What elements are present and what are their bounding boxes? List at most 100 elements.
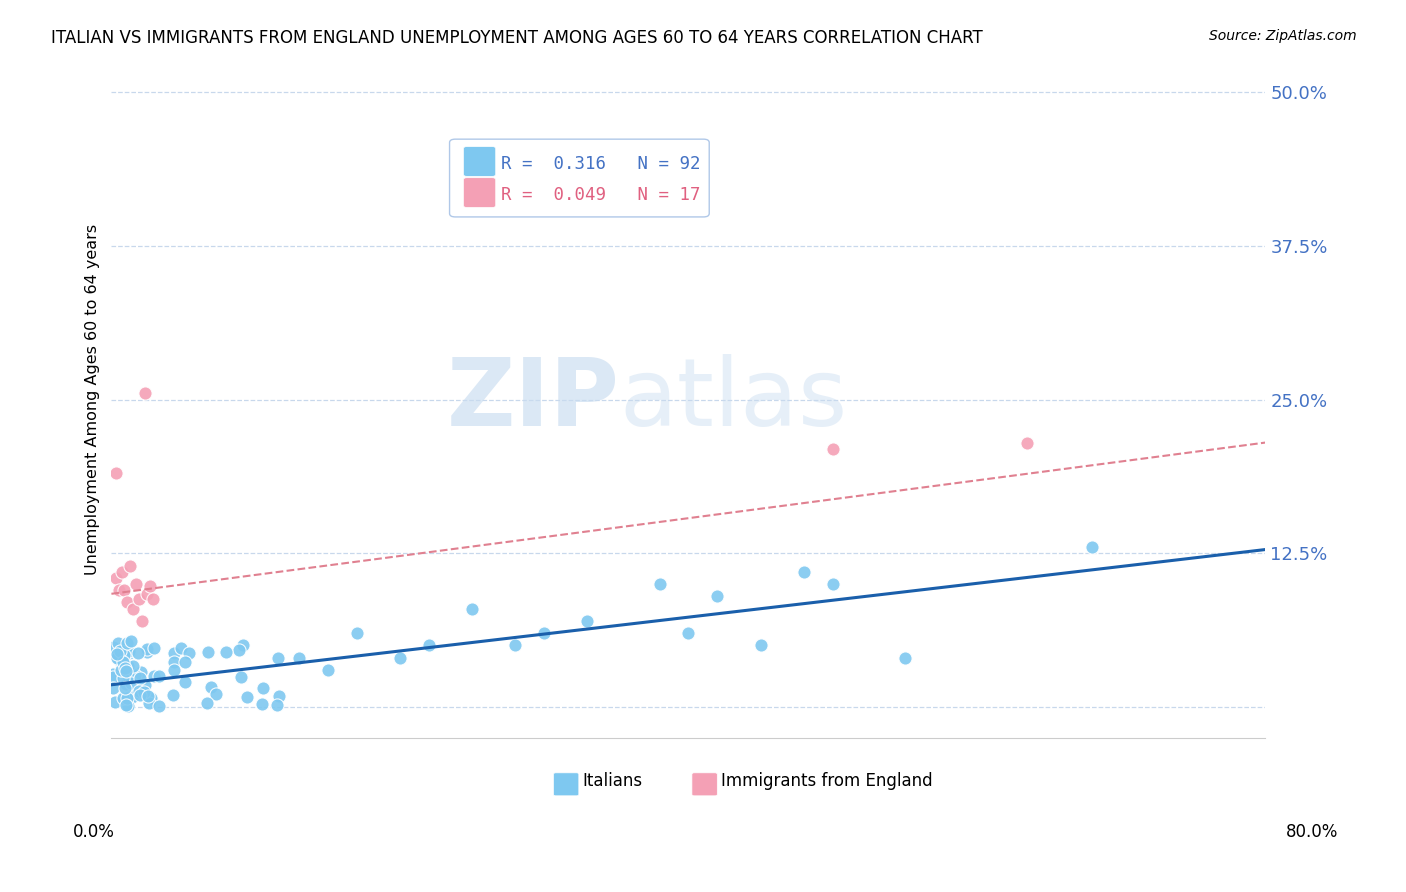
FancyBboxPatch shape [692,772,717,796]
Point [117,595,139,609]
Point [267,651,290,665]
Point [121,689,143,703]
Point [139,579,162,593]
Point [110,654,132,668]
Point [197,645,219,659]
Point [163,646,186,660]
Point [112,672,135,686]
Point [148,668,170,682]
Point [122,601,145,615]
Point [576,614,599,628]
Point [131,614,153,628]
Point [115,697,138,711]
Text: atlas: atlas [619,353,848,445]
Point [236,690,259,704]
Point [129,689,152,703]
Point [125,577,148,591]
Point [134,685,156,699]
Point [121,690,143,704]
Point [1017,435,1039,450]
FancyBboxPatch shape [464,146,496,177]
Text: 80.0%: 80.0% [1286,822,1339,840]
Point [101,681,124,696]
Point [136,689,159,703]
Point [105,647,128,661]
Point [648,577,671,591]
Point [110,565,132,579]
Point [114,681,136,696]
Point [136,587,159,601]
Point [103,670,125,684]
Point [142,669,165,683]
Point [112,648,135,663]
Point [103,667,125,681]
Point [120,558,142,573]
Point [111,691,134,706]
Point [142,640,165,655]
Point [142,591,165,606]
Point [793,565,815,579]
Point [108,648,131,662]
Y-axis label: Unemployment Among Ages 60 to 64 years: Unemployment Among Ages 60 to 64 years [86,224,100,575]
Point [346,626,368,640]
Point [104,467,127,481]
Point [115,664,138,678]
Point [114,698,136,712]
Point [195,696,218,710]
Point [134,678,156,692]
Point [505,639,527,653]
Point [117,699,139,714]
Point [136,645,159,659]
Point [117,659,139,673]
Point [120,634,142,648]
Point [107,636,129,650]
Point [205,687,228,701]
Point [173,675,195,690]
Point [163,656,186,670]
Point [108,644,131,658]
Point [418,639,440,653]
Point [112,656,135,670]
Point [229,670,252,684]
Text: ITALIAN VS IMMIGRANTS FROM ENGLAND UNEMPLOYMENT AMONG AGES 60 TO 64 YEARS CORREL: ITALIAN VS IMMIGRANTS FROM ENGLAND UNEMP… [51,29,983,46]
Point [118,646,141,660]
Point [250,697,273,711]
Point [678,626,700,640]
FancyBboxPatch shape [450,139,709,217]
Point [128,591,150,606]
Point [821,577,844,591]
Point [228,642,250,657]
Point [252,681,274,695]
Point [173,655,195,669]
Point [124,667,146,681]
Point [139,690,162,705]
Point [117,690,139,705]
Point [135,642,157,657]
FancyBboxPatch shape [464,178,496,208]
Point [232,639,254,653]
Point [461,601,484,615]
Point [821,442,844,456]
Point [749,639,772,653]
Point [162,689,184,703]
Point [118,672,141,686]
Point [112,648,135,662]
Text: R =  0.316   N = 92: R = 0.316 N = 92 [502,155,702,173]
Point [105,650,128,665]
Text: ZIP: ZIP [446,353,619,445]
FancyBboxPatch shape [554,772,579,796]
Point [110,663,132,677]
Point [112,583,135,598]
Point [107,651,129,665]
Text: Italians: Italians [582,772,643,790]
Point [104,571,127,585]
Point [101,640,124,654]
Point [134,386,156,401]
Point [148,699,170,714]
Point [316,663,339,677]
Point [533,626,555,640]
Text: 0.0%: 0.0% [73,822,115,840]
Point [215,645,238,659]
Point [122,658,145,673]
Point [114,661,136,675]
